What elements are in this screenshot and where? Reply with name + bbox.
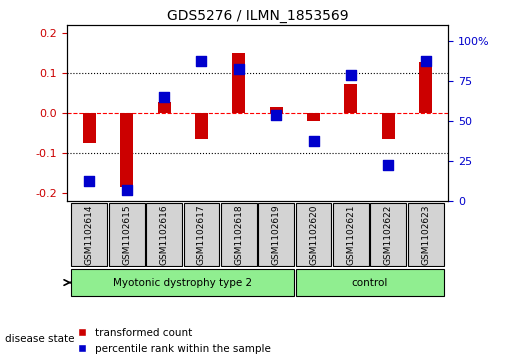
- FancyBboxPatch shape: [258, 203, 294, 266]
- Text: GSM1102616: GSM1102616: [160, 204, 168, 265]
- Point: [384, 162, 392, 167]
- Bar: [345, 84, 357, 113]
- Point: [347, 72, 355, 78]
- Text: GSM1102621: GSM1102621: [347, 204, 355, 265]
- Point: [235, 66, 243, 72]
- Bar: [232, 53, 245, 113]
- Bar: [158, 102, 170, 113]
- FancyBboxPatch shape: [408, 203, 443, 266]
- Point: [272, 112, 280, 118]
- FancyBboxPatch shape: [296, 269, 443, 296]
- Point: [123, 187, 131, 193]
- Point: [197, 58, 205, 64]
- FancyBboxPatch shape: [370, 203, 406, 266]
- Point: [310, 138, 318, 143]
- Text: GSM1102620: GSM1102620: [309, 204, 318, 265]
- FancyBboxPatch shape: [72, 269, 294, 296]
- Text: GSM1102619: GSM1102619: [272, 204, 281, 265]
- Point: [160, 94, 168, 100]
- Bar: [419, 62, 432, 113]
- Bar: [382, 113, 395, 139]
- Bar: [307, 113, 320, 121]
- Text: GSM1102615: GSM1102615: [122, 204, 131, 265]
- Bar: [270, 107, 283, 113]
- Text: GSM1102618: GSM1102618: [234, 204, 243, 265]
- FancyBboxPatch shape: [333, 203, 369, 266]
- FancyBboxPatch shape: [109, 203, 145, 266]
- Text: GSM1102623: GSM1102623: [421, 204, 430, 265]
- Title: GDS5276 / ILMN_1853569: GDS5276 / ILMN_1853569: [167, 9, 348, 23]
- Text: disease state: disease state: [5, 334, 75, 344]
- Text: control: control: [351, 278, 388, 287]
- Text: GSM1102622: GSM1102622: [384, 204, 393, 265]
- Text: Myotonic dystrophy type 2: Myotonic dystrophy type 2: [113, 278, 252, 287]
- FancyBboxPatch shape: [183, 203, 219, 266]
- Bar: [120, 113, 133, 187]
- Legend: transformed count, percentile rank within the sample: transformed count, percentile rank withi…: [72, 324, 275, 358]
- FancyBboxPatch shape: [296, 203, 332, 266]
- Bar: [195, 113, 208, 139]
- FancyBboxPatch shape: [221, 203, 257, 266]
- Bar: [83, 113, 96, 143]
- Text: GSM1102614: GSM1102614: [85, 204, 94, 265]
- FancyBboxPatch shape: [146, 203, 182, 266]
- Point: [421, 58, 430, 64]
- Text: GSM1102617: GSM1102617: [197, 204, 206, 265]
- Point: [85, 178, 94, 184]
- FancyBboxPatch shape: [72, 203, 107, 266]
